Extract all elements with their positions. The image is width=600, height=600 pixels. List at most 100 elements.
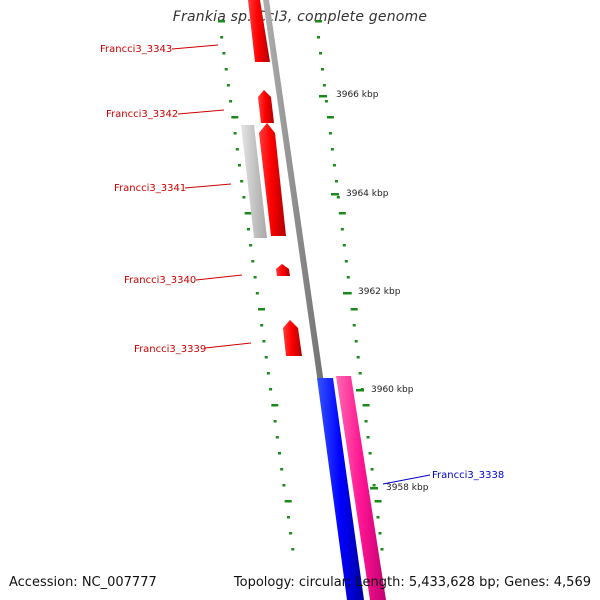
tick-mark [251, 260, 255, 263]
scale-tick-3960: 3960 kbp [356, 385, 414, 395]
tick-mark [286, 516, 290, 519]
scale-tick-3966: 3966 kbp [319, 90, 379, 100]
gene-label-group-3340[interactable]: Francci3_3340 [124, 274, 243, 286]
tick-mark [378, 532, 382, 535]
gene-label-francci3-3339[interactable]: Francci3_3339 [134, 344, 206, 355]
tick-mark [255, 292, 259, 295]
accession-text: Accession: NC_007777 [9, 575, 157, 590]
tick-mark [338, 212, 346, 215]
tick-mark [322, 84, 326, 87]
tick-mark [275, 436, 279, 439]
tick-mark [253, 276, 257, 279]
genome-summary-text: Topology: circular; Length: 5,433,628 bp… [233, 575, 591, 590]
tick-mark [366, 436, 370, 439]
tick-mark [242, 196, 246, 199]
tick-mark [218, 20, 225, 23]
gene-label-francci3-3338[interactable]: Francci3_3338 [432, 470, 504, 481]
tick-mark [332, 164, 336, 167]
scale-label-3964: 3964 kbp [346, 189, 389, 199]
pink-feature-bar [336, 376, 386, 600]
scale-label-3960: 3960 kbp [371, 385, 414, 395]
gene-label-francci3-3341[interactable]: Francci3_3341 [114, 183, 186, 194]
scale-label-3962: 3962 kbp [358, 287, 401, 297]
tick-mark [340, 228, 344, 231]
tick-mark [374, 500, 382, 503]
tick-mark [260, 324, 264, 327]
tick-mark [280, 468, 284, 471]
tick-mark [364, 420, 368, 423]
tick-mark [319, 52, 322, 55]
gene-label-francci3-3340[interactable]: Francci3_3340 [124, 275, 196, 286]
gene-francci3-3343-bar [248, 0, 270, 62]
tick-mark [354, 340, 358, 343]
gene-label-group-3341[interactable]: Francci3_3341 [114, 183, 232, 194]
tick-mark [235, 148, 239, 151]
tick-mark [266, 372, 270, 375]
tick-mark [264, 356, 268, 359]
tick-mark [231, 116, 239, 119]
tick-mark [326, 116, 334, 119]
tick-mark [226, 84, 230, 87]
tick-mark [240, 180, 244, 183]
tick-mark [222, 52, 226, 55]
tick-mark [334, 180, 338, 183]
tick-mark [368, 452, 372, 455]
tick-mark [346, 276, 350, 279]
gene-label-francci3-3342[interactable]: Francci3_3342 [106, 109, 178, 120]
tick-mark [246, 228, 250, 231]
tick-mark [229, 100, 233, 103]
scale-label-3958: 3958 kbp [386, 483, 429, 493]
gene-label-group-3343[interactable]: Francci3_3343 [100, 44, 219, 55]
gene-francci3-3340-bar [276, 264, 290, 276]
tick-mark [324, 100, 328, 103]
scale-tick-3962: 3962 kbp [343, 287, 401, 297]
tick-mark [350, 308, 358, 311]
tick-mark [220, 36, 224, 39]
tick-mark [328, 132, 332, 135]
tick-mark [262, 340, 266, 343]
gene-francci3-3341-bar [259, 123, 286, 236]
scale-tick-3958: 3958 kbp [370, 483, 429, 493]
tick-mark [370, 468, 374, 471]
tick-mark [315, 20, 322, 23]
gene-francci3-3339-bar [283, 320, 302, 356]
gene-label-group-3339[interactable]: Francci3_3339 [134, 342, 252, 355]
tick-mark [249, 244, 253, 247]
tick-mark [271, 404, 279, 407]
tick-mark [244, 212, 252, 215]
map-title: Frankia sp. CcI3, complete genome [172, 9, 428, 25]
tick-mark [317, 36, 320, 39]
gene-label-group-3342[interactable]: Francci3_3342 [106, 109, 225, 120]
gene-francci3-3338-bar [317, 378, 364, 600]
tick-mark [352, 324, 356, 327]
tick-marks-left [218, 20, 295, 551]
tick-mark [278, 452, 281, 455]
tick-mark [291, 548, 295, 551]
tick-mark [380, 548, 384, 551]
tick-mark [284, 500, 292, 503]
gene-label-group-3338[interactable]: Francci3_3338 [382, 470, 504, 485]
tick-mark [224, 68, 228, 71]
tick-mark [358, 372, 362, 375]
tick-mark [258, 308, 265, 311]
tick-mark [321, 68, 324, 71]
tick-mark [356, 356, 360, 359]
scale-label-3966: 3966 kbp [336, 90, 379, 100]
grey-feature-bar [241, 125, 267, 238]
scale-tick-3964: 3964 kbp [331, 189, 389, 199]
tick-mark [344, 260, 348, 263]
tick-marks-right [315, 20, 384, 551]
tick-mark [289, 532, 293, 535]
gene-label-francci3-3343[interactable]: Francci3_3343 [100, 44, 172, 55]
tick-mark [362, 404, 370, 407]
tick-mark [330, 148, 334, 151]
tick-mark [376, 516, 380, 519]
tick-mark [372, 484, 376, 487]
tick-mark [269, 388, 273, 391]
tick-mark [238, 164, 241, 167]
tick-mark [233, 132, 237, 135]
tick-mark [342, 244, 346, 247]
tick-mark [336, 196, 340, 199]
